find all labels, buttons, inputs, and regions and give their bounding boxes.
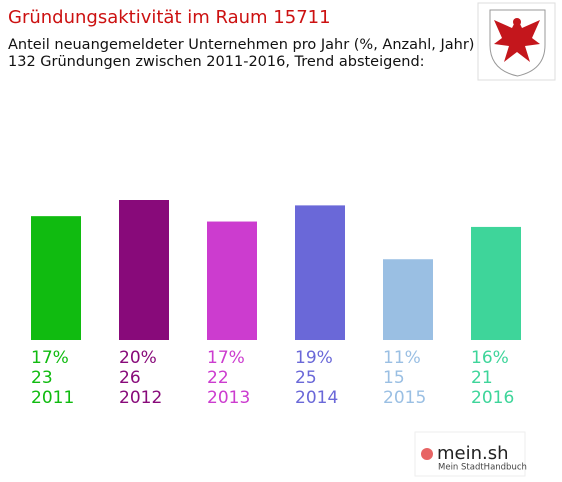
percentage-label: 17% (207, 348, 245, 368)
value-label: 15 (383, 368, 405, 388)
subtitle: Anteil neuangemeldeter Unternehmen pro J… (8, 37, 474, 53)
percentage-label: 11% (383, 348, 421, 368)
bar (383, 259, 433, 340)
value-label: 23 (31, 368, 53, 388)
bar (119, 200, 169, 340)
brand-logo: mein.sh Mein StadtHandbuch (414, 431, 527, 477)
value-label: 21 (471, 368, 493, 388)
value-label: 25 (295, 368, 317, 388)
x-tick-label: 2016 (471, 388, 514, 408)
percentage-label: 17% (31, 348, 69, 368)
x-tick-label: 2014 (295, 388, 338, 408)
x-tick-label: 2011 (31, 388, 74, 408)
brand-name: mein.sh (437, 443, 509, 464)
percentage-label: 19% (295, 348, 333, 368)
x-tick-label: 2012 (119, 388, 162, 408)
bar (207, 221, 257, 340)
chart-title: Gründungsaktivität im Raum 15711 (8, 7, 331, 28)
bar (471, 226, 521, 340)
value-label: 22 (207, 368, 229, 388)
percentage-label: 20% (119, 348, 157, 368)
bar (31, 216, 81, 340)
value-label: 26 (119, 368, 141, 388)
percentage-label: 16% (471, 348, 509, 368)
brand-tagline: Mein StadtHandbuch (438, 463, 527, 473)
subtitle: 132 Gründungen zwischen 2011-2016, Trend… (8, 54, 425, 70)
x-tick-label: 2015 (383, 388, 426, 408)
x-tick-label: 2013 (207, 388, 250, 408)
coat-of-arms (477, 2, 556, 81)
bar (295, 205, 345, 340)
